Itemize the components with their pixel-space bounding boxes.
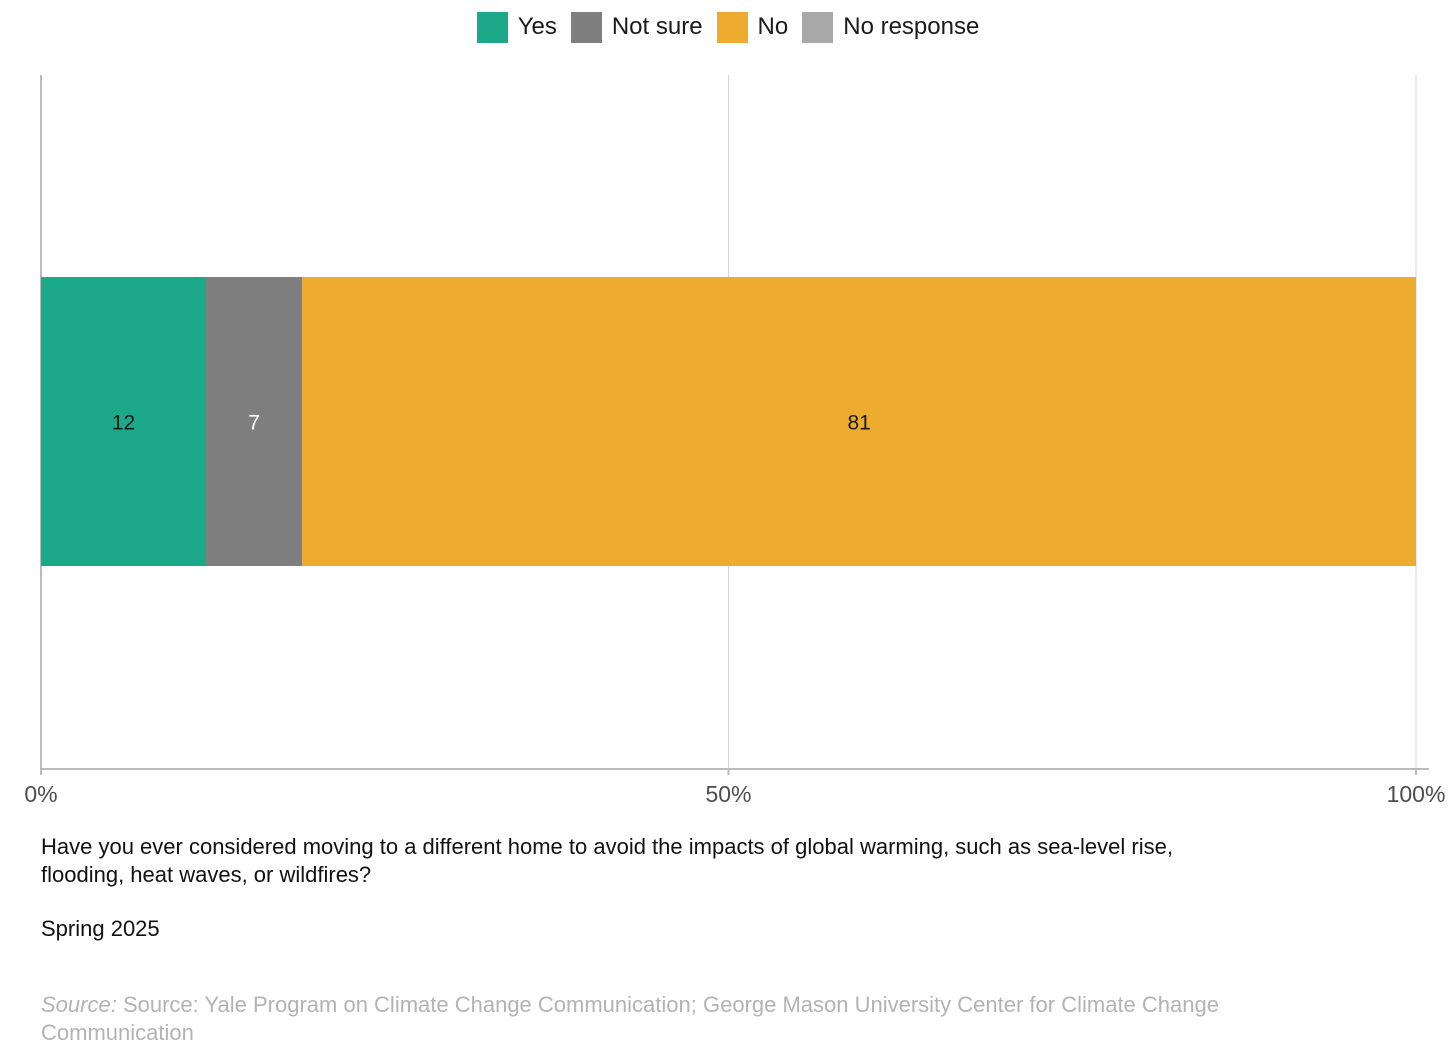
data-label-no: 81: [847, 412, 870, 435]
legend-swatch: [570, 11, 602, 43]
stacked-bar-chart: 12 7 81 0% 50% 100%: [24, 75, 1446, 807]
legend-item-no: No: [716, 11, 789, 43]
source-text: Source: Yale Program on Climate Change C…: [41, 992, 1219, 1045]
legend-label: Not sure: [611, 13, 703, 40]
legend-swatch: [476, 11, 508, 43]
survey-question: Have you ever considered moving to a dif…: [41, 834, 1173, 887]
legend-item-yes: Yes: [476, 11, 557, 43]
bar-segment-not-sure: [206, 277, 303, 566]
source-note: Source: Source: Yale Program on Climate …: [41, 991, 1301, 1047]
bar-segments: [41, 277, 1416, 566]
data-label-yes: 12: [112, 412, 135, 435]
legend-item-no-response: No response: [802, 11, 980, 43]
data-label-not-sure: 7: [248, 412, 260, 435]
legend-swatch: [802, 11, 834, 43]
source-prefix: Source:: [41, 992, 117, 1017]
x-tick-label: 50%: [705, 781, 751, 807]
survey-period: Spring 2025: [41, 916, 160, 941]
legend-label: No: [757, 13, 789, 40]
legend-label: No response: [843, 13, 980, 40]
x-axis: 0% 50% 100%: [24, 768, 1446, 807]
legend-item-not-sure: Not sure: [570, 11, 703, 43]
x-tick-label: 100%: [1387, 781, 1446, 807]
chart-legend: Yes Not sure No No response: [0, 10, 1456, 44]
bar-segment-no: [302, 277, 1416, 566]
legend-label: Yes: [517, 13, 557, 40]
legend-swatch: [716, 11, 748, 43]
data-labels: 12 7 81: [112, 412, 871, 435]
x-tick-label: 0%: [24, 781, 57, 807]
bar-segment-yes: [41, 277, 206, 566]
